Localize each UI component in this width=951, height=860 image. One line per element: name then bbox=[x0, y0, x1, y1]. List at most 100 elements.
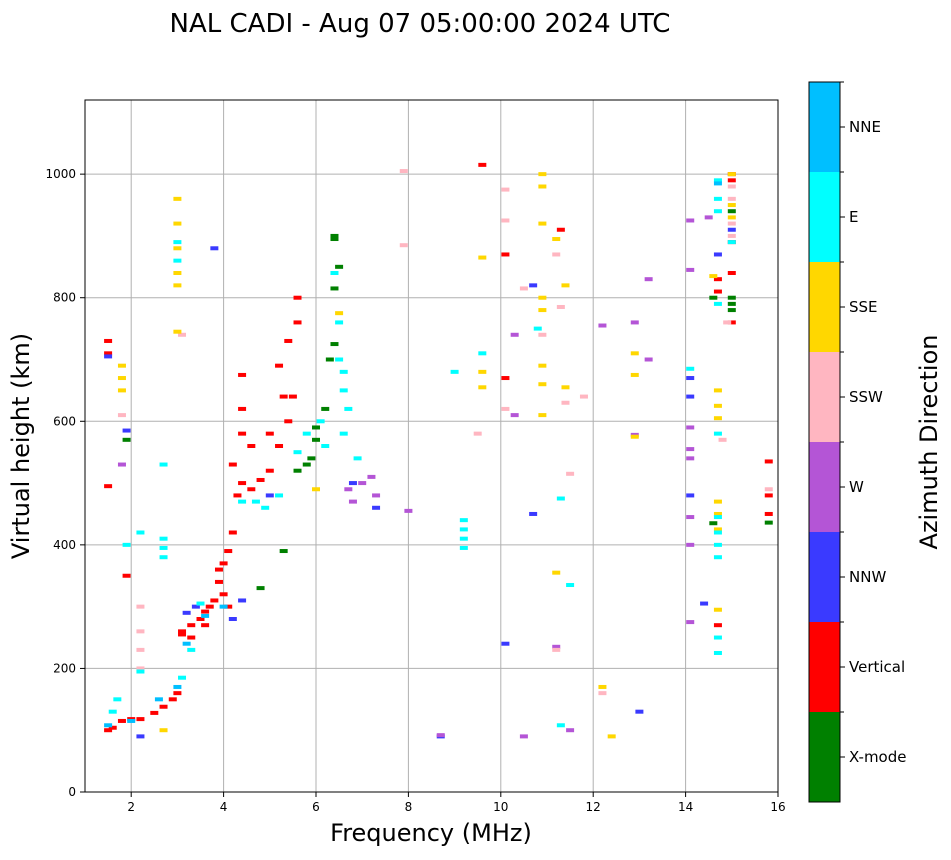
echo-point-vertical bbox=[104, 338, 113, 343]
echo-point-nnw bbox=[501, 641, 510, 646]
echo-point-e bbox=[339, 431, 348, 436]
echo-point-ssw bbox=[399, 169, 408, 174]
echo-point-sse bbox=[713, 416, 722, 421]
echo-point-e bbox=[275, 493, 284, 498]
echo-point-vertical bbox=[178, 629, 187, 634]
echo-point-e bbox=[459, 545, 468, 550]
echo-point-e bbox=[261, 505, 270, 510]
echo-point-e bbox=[173, 240, 182, 245]
echo-point-sse bbox=[552, 570, 561, 575]
echo-point-ssw bbox=[136, 604, 145, 609]
echo-point-x-mode bbox=[307, 456, 316, 461]
x-tick-label: 2 bbox=[127, 800, 135, 814]
echo-point-vertical bbox=[228, 462, 237, 467]
echo-point-ssw bbox=[723, 320, 732, 325]
echo-point-vertical bbox=[201, 623, 210, 628]
echo-point-ssw bbox=[178, 332, 187, 337]
echo-point-nnw bbox=[182, 610, 191, 615]
echo-point-ssw bbox=[718, 437, 727, 442]
echo-point-e bbox=[450, 369, 459, 374]
echo-point-x-mode bbox=[335, 264, 344, 269]
y-tick-label: 800 bbox=[53, 291, 76, 305]
echo-point-w bbox=[686, 515, 695, 520]
echo-point-x-mode bbox=[727, 209, 736, 214]
echo-point-w bbox=[348, 499, 357, 504]
echo-point-nne bbox=[713, 181, 722, 186]
echo-point-nne bbox=[182, 641, 191, 646]
colorbar-segment bbox=[809, 352, 840, 442]
echo-point-x-mode bbox=[330, 233, 339, 238]
echo-point-ssw bbox=[473, 431, 482, 436]
echo-point-ssw bbox=[598, 691, 607, 696]
echo-point-vertical bbox=[727, 320, 736, 325]
data-marks bbox=[104, 162, 773, 739]
echo-point-sse bbox=[173, 329, 182, 334]
x-tick-label: 6 bbox=[312, 800, 320, 814]
echo-point-vertical bbox=[201, 609, 210, 614]
echo-point-sse bbox=[538, 308, 547, 313]
y-tick-label: 1000 bbox=[45, 167, 76, 181]
echo-point-ssw bbox=[538, 332, 547, 337]
echo-point-x-mode bbox=[727, 308, 736, 313]
colorbar-label: Azimuth Direction bbox=[915, 335, 943, 550]
echo-point-ssw bbox=[136, 666, 145, 671]
echo-point-x-mode bbox=[122, 437, 131, 442]
echo-point-e bbox=[196, 601, 205, 606]
echo-point-nnw bbox=[686, 394, 695, 399]
echo-point-nnw bbox=[686, 376, 695, 381]
echo-point-e bbox=[556, 723, 565, 728]
echo-point-w bbox=[686, 218, 695, 223]
echo-point-ssw bbox=[727, 184, 736, 189]
x-tick-label: 10 bbox=[493, 800, 508, 814]
echo-point-vertical bbox=[247, 487, 256, 492]
echo-point-nnw bbox=[210, 246, 219, 251]
echo-point-w bbox=[436, 733, 445, 738]
echo-point-vertical bbox=[210, 598, 219, 603]
echo-point-vertical bbox=[219, 592, 228, 597]
echo-point-sse bbox=[630, 351, 639, 356]
echo-point-sse bbox=[538, 221, 547, 226]
echo-point-vertical bbox=[228, 530, 237, 535]
echo-point-ssw bbox=[556, 304, 565, 309]
echo-point-sse bbox=[727, 172, 736, 177]
echo-point-e bbox=[478, 351, 487, 356]
echo-point-e bbox=[353, 456, 362, 461]
echo-point-w bbox=[598, 323, 607, 328]
echo-point-x-mode bbox=[727, 301, 736, 306]
echo-point-vertical bbox=[293, 320, 302, 325]
echo-point-vertical bbox=[501, 376, 510, 381]
echo-point-x-mode bbox=[321, 406, 330, 411]
echo-point-sse bbox=[552, 237, 561, 242]
echo-point-sse bbox=[713, 511, 722, 516]
echo-point-nnw bbox=[348, 481, 357, 486]
colorbar-segment bbox=[809, 82, 840, 172]
echo-point-e bbox=[335, 357, 344, 362]
echo-point-vertical bbox=[173, 691, 182, 696]
echo-point-ssw bbox=[764, 487, 773, 492]
echo-point-ssw bbox=[519, 286, 528, 291]
echo-point-sse bbox=[561, 385, 570, 390]
echo-point-e bbox=[122, 542, 131, 547]
echo-point-sse bbox=[173, 196, 182, 201]
colorbar-segment bbox=[809, 262, 840, 352]
echo-point-ssw bbox=[727, 221, 736, 226]
echo-point-vertical bbox=[214, 567, 223, 572]
echo-point-x-mode bbox=[302, 462, 311, 467]
echo-point-e bbox=[686, 366, 695, 371]
echo-point-e bbox=[316, 419, 325, 424]
echo-point-w bbox=[686, 456, 695, 461]
echo-point-x-mode bbox=[279, 549, 288, 554]
echo-point-nnw bbox=[700, 601, 709, 606]
echo-point-x-mode bbox=[256, 586, 265, 591]
plot-frame bbox=[84, 99, 779, 793]
echo-point-sse bbox=[159, 728, 168, 733]
echo-point-x-mode bbox=[312, 437, 320, 442]
echo-point-sse bbox=[538, 172, 547, 177]
echo-point-e bbox=[533, 326, 542, 331]
echo-point-vertical bbox=[727, 271, 736, 275]
colorbar-tick-label: W bbox=[849, 478, 864, 496]
echo-point-vertical bbox=[159, 704, 168, 709]
echo-point-x-mode bbox=[293, 468, 302, 473]
echo-point-vertical bbox=[713, 623, 722, 628]
